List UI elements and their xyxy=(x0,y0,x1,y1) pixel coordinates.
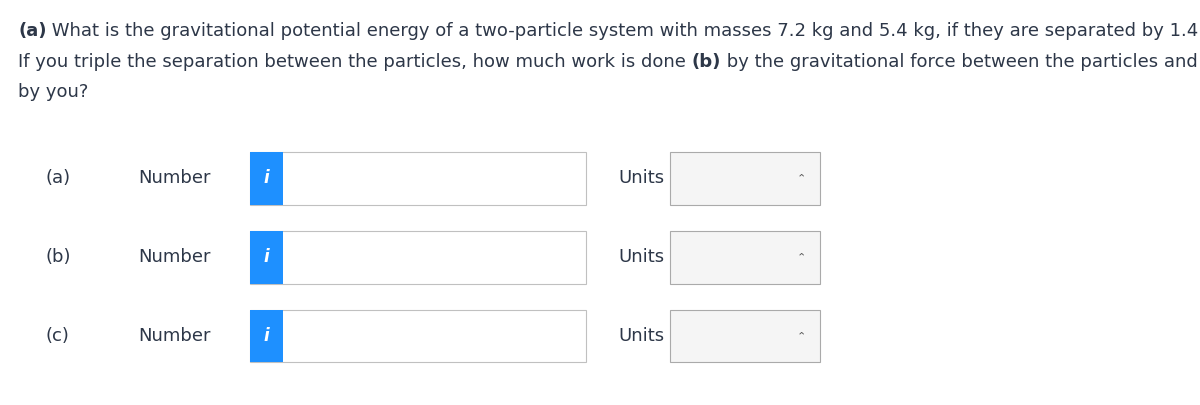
FancyBboxPatch shape xyxy=(250,231,586,284)
Text: (a): (a) xyxy=(18,22,47,40)
Text: by you?: by you? xyxy=(18,83,89,101)
Text: i: i xyxy=(264,327,269,345)
Text: Number: Number xyxy=(138,248,210,266)
FancyBboxPatch shape xyxy=(250,152,586,205)
Text: Units: Units xyxy=(618,169,664,187)
Text: Units: Units xyxy=(618,248,664,266)
Text: What is the gravitational potential energy of a two-particle system with masses : What is the gravitational potential ener… xyxy=(47,22,1200,40)
FancyBboxPatch shape xyxy=(250,310,586,362)
Text: (b): (b) xyxy=(46,248,71,266)
FancyBboxPatch shape xyxy=(250,231,283,284)
Text: ⌃: ⌃ xyxy=(797,331,806,341)
Text: Units: Units xyxy=(618,327,664,345)
Text: i: i xyxy=(264,248,269,266)
Text: ⌃: ⌃ xyxy=(797,252,806,262)
FancyBboxPatch shape xyxy=(250,310,283,362)
FancyBboxPatch shape xyxy=(670,310,820,362)
Text: Number: Number xyxy=(138,169,210,187)
Text: (b): (b) xyxy=(691,53,721,70)
FancyBboxPatch shape xyxy=(670,231,820,284)
FancyBboxPatch shape xyxy=(250,152,283,205)
Text: i: i xyxy=(264,169,269,187)
Text: Number: Number xyxy=(138,327,210,345)
Text: ⌃: ⌃ xyxy=(797,173,806,183)
Text: by the gravitational force between the particles and: by the gravitational force between the p… xyxy=(721,53,1200,70)
Text: If you triple the separation between the particles, how much work is done: If you triple the separation between the… xyxy=(18,53,691,70)
Text: (a): (a) xyxy=(46,169,71,187)
FancyBboxPatch shape xyxy=(670,152,820,205)
Text: (c): (c) xyxy=(46,327,70,345)
